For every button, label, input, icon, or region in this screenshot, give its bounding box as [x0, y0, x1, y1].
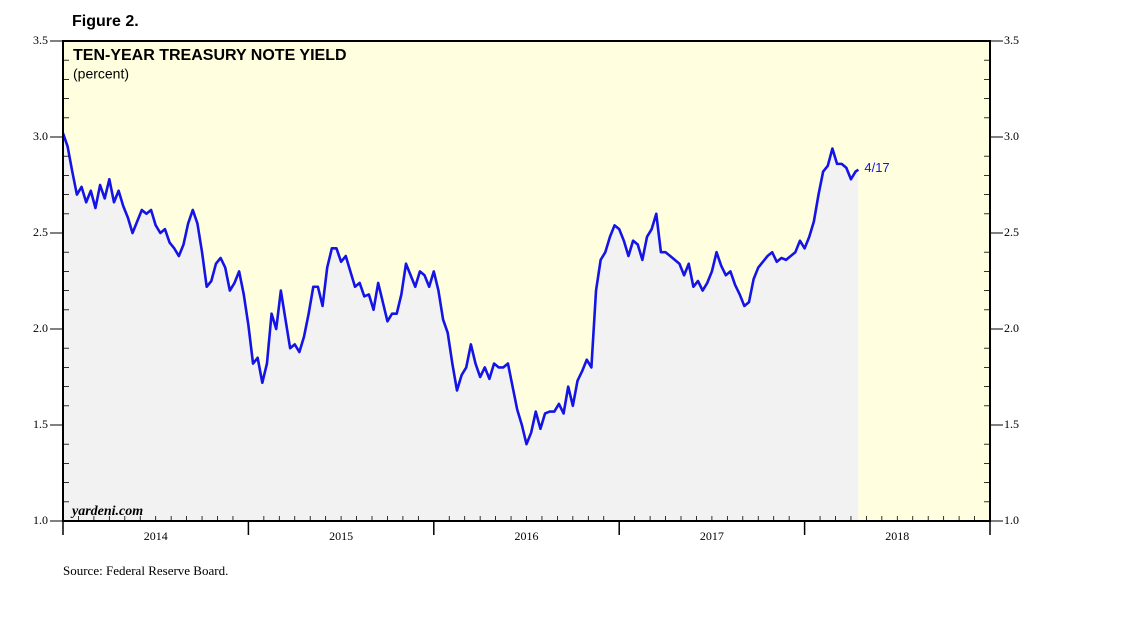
area — [63, 133, 859, 521]
y2-tick-label: 2.5 — [1004, 225, 1019, 239]
figure-label: Figure 2. — [72, 13, 139, 30]
line — [61, 132, 860, 446]
y2-tick-label: 3.5 — [1004, 33, 1019, 47]
chart-title: TEN-YEAR TREASURY NOTE YIELD — [73, 47, 347, 64]
x-tick-label: 2015 — [329, 529, 353, 543]
y-tick-label: 2.5 — [33, 225, 48, 239]
y2-tick-label: 1.0 — [1004, 513, 1019, 527]
y2-tick-label: 3.0 — [1004, 129, 1019, 143]
plot-border — [62, 40, 991, 522]
y2-tick-label: 2.0 — [1004, 321, 1019, 335]
x-tick-label: 2018 — [885, 529, 909, 543]
y-tick-label: 1.0 — [33, 513, 48, 527]
y-tick-label: 3.0 — [33, 129, 48, 143]
y-tick-label: 1.5 — [33, 417, 48, 431]
chart-subtitle: (percent) — [73, 66, 129, 82]
end-annotation: 4/17 — [864, 160, 889, 175]
x-tick-label: 2016 — [515, 529, 539, 543]
x-tick-label: 2014 — [144, 529, 168, 543]
watermark: yardeni.com — [70, 504, 143, 519]
y2-tick-label: 1.5 — [1004, 417, 1019, 431]
y-tick-label: 2.0 — [33, 321, 48, 335]
y-tick-label: 3.5 — [33, 33, 48, 47]
source-note: Source: Federal Reserve Board. — [63, 563, 228, 578]
x-tick-label: 2017 — [700, 529, 724, 543]
